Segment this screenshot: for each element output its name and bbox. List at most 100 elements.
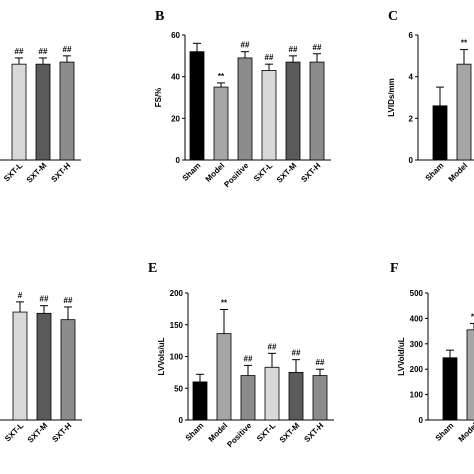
x-tick-label: Sham [434, 421, 456, 443]
bar [442, 357, 458, 421]
annotation: ** [221, 299, 228, 308]
bar [213, 86, 229, 161]
error-bar [268, 352, 276, 368]
annotation: ** [218, 72, 225, 81]
x-tick-label: Sham [184, 421, 206, 443]
annotation: ## [241, 41, 250, 50]
error-bar [289, 55, 297, 63]
error-bar [16, 301, 24, 313]
panel-title: E [148, 261, 157, 276]
x-tick-label: SXT-L [252, 161, 274, 183]
annotation: ** [471, 312, 474, 321]
annotation: ## [39, 47, 48, 56]
x-tick-label: Model [204, 161, 227, 184]
error-bar [244, 364, 252, 376]
y-tick-label: 150 [170, 321, 184, 330]
bar [36, 312, 52, 421]
x-tick-label: Model [457, 421, 474, 444]
y-axis-label: FS/% [154, 88, 163, 108]
annotation: ## [268, 342, 277, 351]
x-tick-label: SXT-H [49, 161, 72, 184]
x-tick-label: SXT-H [50, 421, 73, 444]
y-tick-label: 20 [171, 114, 180, 123]
annotation: # [18, 291, 23, 300]
error-bar [316, 368, 324, 376]
bar [59, 61, 75, 161]
bar [237, 57, 253, 161]
y-tick-label: 100 [170, 353, 184, 362]
x-tick-label: SXT-M [26, 421, 50, 445]
error-bar [470, 322, 474, 330]
annotation: ## [40, 295, 49, 304]
bar [60, 319, 76, 421]
bar [456, 63, 472, 161]
x-tick-label: Model [207, 421, 230, 444]
y-tick-label: 6 [409, 31, 414, 40]
panel-title: C [388, 9, 398, 24]
y-tick-label: 300 [410, 340, 424, 349]
annotation: ## [265, 53, 274, 62]
error-bar [436, 86, 444, 106]
y-axis-label: LVVols/uL [157, 337, 166, 375]
bar [264, 366, 280, 421]
y-tick-label: 500 [410, 289, 424, 298]
error-bar [265, 63, 273, 71]
annotation: ## [313, 43, 322, 52]
x-tick-label: SXT-L [255, 421, 277, 443]
y-tick-label: 0 [176, 156, 181, 165]
y-tick-label: 40 [171, 73, 180, 82]
bar [240, 375, 256, 421]
annotation: ** [461, 39, 468, 48]
error-bar [39, 57, 47, 65]
y-axis-label: LVVold/uL [397, 337, 406, 375]
bar [192, 381, 208, 421]
bar [35, 63, 51, 161]
y-tick-label: 2 [409, 114, 414, 123]
y-tick-label: 0 [409, 156, 414, 165]
error-bar [64, 306, 72, 320]
error-bar [40, 305, 48, 314]
error-bar [193, 42, 201, 52]
error-bar [15, 57, 23, 65]
y-tick-label: 0 [179, 416, 184, 425]
error-bar [217, 82, 225, 88]
y-tick-label: 200 [410, 365, 424, 374]
x-tick-label: Sham [181, 161, 203, 183]
x-tick-label: Sham [424, 161, 446, 183]
bar [189, 51, 205, 161]
annotation: ## [63, 45, 72, 54]
y-tick-label: 0 [419, 416, 424, 425]
error-bar [460, 49, 468, 65]
error-bar [313, 53, 321, 63]
error-bar [63, 55, 71, 63]
error-bar [241, 51, 249, 58]
bar [312, 375, 328, 421]
annotation: ## [15, 47, 24, 56]
y-tick-label: 4 [409, 73, 414, 82]
annotation: ## [244, 354, 253, 363]
error-bar [446, 349, 454, 358]
x-tick-label: Model [447, 161, 470, 184]
x-tick-label: SXT-M [275, 161, 299, 185]
annotation: ## [316, 358, 325, 367]
x-tick-label: Positive [225, 421, 253, 449]
annotation: ## [64, 296, 73, 305]
bar [466, 329, 474, 421]
bar [12, 311, 28, 421]
bar [309, 61, 325, 161]
y-tick-label: 100 [410, 391, 424, 400]
y-tick-label: 60 [171, 31, 180, 40]
error-bar [196, 373, 204, 382]
annotation: ## [289, 45, 298, 54]
panel-title: B [155, 9, 164, 24]
x-tick-label: SXT-L [2, 161, 24, 183]
panel-title: F [390, 261, 399, 276]
bar [11, 63, 27, 161]
x-tick-label: SXT-H [299, 161, 322, 184]
bar [261, 70, 277, 161]
y-tick-label: 50 [174, 384, 183, 393]
bar [432, 105, 448, 161]
x-tick-label: SXT-L [3, 421, 25, 443]
bar [288, 371, 304, 421]
